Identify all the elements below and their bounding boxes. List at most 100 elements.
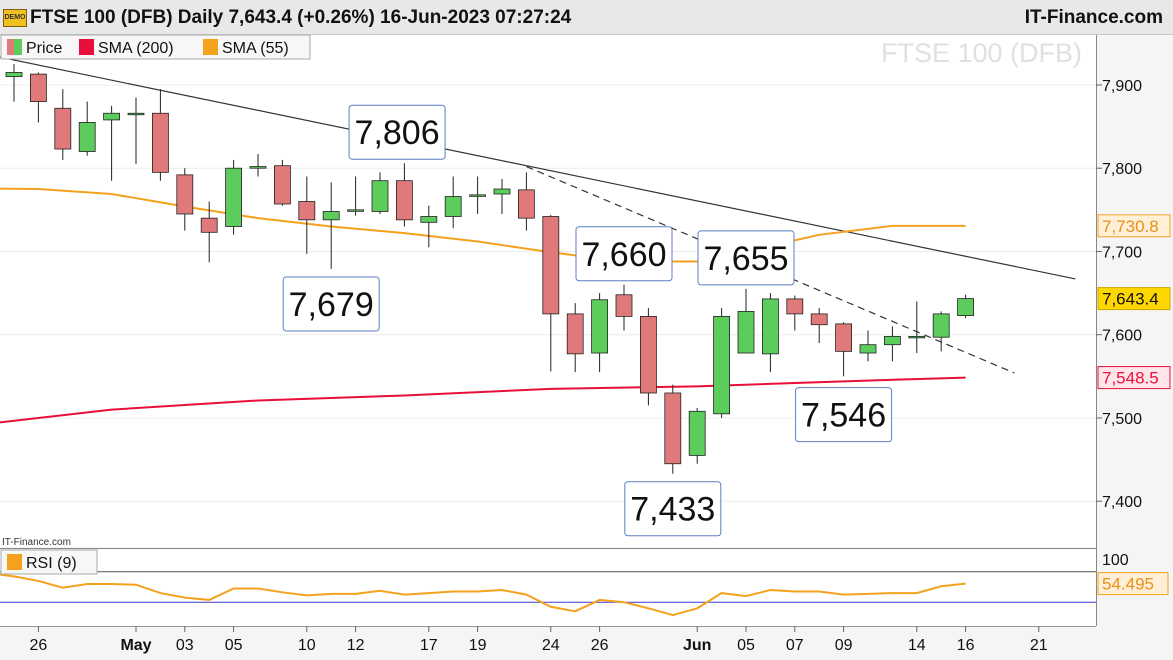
legend-swatch-price-down bbox=[7, 39, 14, 55]
y-tick-label: 7,400 bbox=[1102, 494, 1142, 511]
candle bbox=[566, 303, 584, 373]
x-tick-label: 21 bbox=[1030, 637, 1048, 654]
y-tick-label: 7,500 bbox=[1102, 411, 1142, 428]
candle bbox=[640, 308, 657, 406]
candle-body-up bbox=[322, 211, 340, 221]
x-tick-label: 17 bbox=[420, 637, 438, 654]
candle-body-up bbox=[249, 166, 267, 169]
price-tag-label: 7,643.4 bbox=[1102, 290, 1159, 309]
sma55-line bbox=[0, 187, 966, 263]
candle-body-down bbox=[273, 165, 291, 205]
price-grid bbox=[0, 84, 1096, 502]
price-tag bbox=[1097, 366, 1171, 390]
candle bbox=[151, 89, 169, 181]
candle bbox=[273, 159, 291, 206]
candle bbox=[859, 330, 877, 362]
annotation-label: 7,679 bbox=[289, 286, 374, 324]
x-tick-label: 26 bbox=[591, 637, 609, 654]
candle-body-up bbox=[713, 315, 730, 415]
candle bbox=[371, 172, 389, 214]
trendline-solid bbox=[0, 56, 1076, 280]
candle-body-down bbox=[54, 107, 72, 150]
candle-body-up bbox=[859, 344, 877, 354]
candle bbox=[420, 205, 438, 248]
candle-body-up bbox=[469, 194, 487, 197]
candle bbox=[322, 182, 340, 269]
candle bbox=[518, 172, 535, 231]
annotations: 7,806 7,679 7,660 7,655 7,433 7,546 bbox=[282, 104, 893, 537]
rsi-line bbox=[0, 573, 966, 617]
rsi-layer bbox=[0, 571, 1096, 617]
candle-body-down bbox=[176, 174, 194, 215]
axes: 7,400 7,500 7,600 7,700 7,800 7,900 100 54.495 7… bbox=[30, 78, 1171, 654]
candle-body-down bbox=[518, 189, 535, 219]
candle-body-down bbox=[835, 323, 852, 352]
annotation-box bbox=[795, 387, 893, 443]
candle bbox=[225, 159, 243, 235]
candle-body-up bbox=[103, 112, 120, 121]
annotation-box bbox=[575, 226, 673, 282]
annotation-label: 7,806 bbox=[355, 114, 440, 152]
x-tick-label: May bbox=[120, 637, 151, 654]
sma200-line bbox=[0, 376, 966, 424]
x-tick-label: 24 bbox=[542, 637, 560, 654]
rsi-y-tick-label: 100 bbox=[1102, 552, 1129, 569]
candle bbox=[615, 284, 633, 331]
candle-body-down bbox=[640, 315, 657, 394]
rsi-legend-label: RSI (9) bbox=[26, 555, 77, 572]
rsi-legend-swatch bbox=[7, 554, 22, 570]
x-tick-label: 07 bbox=[786, 637, 804, 654]
candle bbox=[664, 384, 682, 474]
x-tick-label: 16 bbox=[957, 637, 975, 654]
legend-label-price: Price bbox=[26, 40, 63, 57]
chart-watermark: FTSE 100 (DFB) bbox=[881, 38, 1082, 68]
candle-body-up bbox=[688, 410, 706, 456]
x-tick-label: 26 bbox=[30, 637, 48, 654]
candle bbox=[908, 301, 926, 354]
legend-label-sma55: SMA (55) bbox=[222, 40, 289, 57]
legend-swatch-sma55 bbox=[203, 39, 218, 55]
candle bbox=[786, 295, 804, 331]
demo-badge: DEMO bbox=[3, 9, 27, 27]
candle bbox=[884, 326, 901, 362]
candle bbox=[176, 168, 194, 231]
candle-body-up bbox=[591, 299, 608, 354]
candle bbox=[200, 201, 218, 263]
y-tick-label: 7,800 bbox=[1102, 161, 1142, 178]
candle bbox=[591, 293, 608, 373]
candle-body-up bbox=[493, 188, 511, 195]
price-legend: Price SMA (200) SMA (55) bbox=[0, 34, 311, 60]
candle-body-up bbox=[225, 167, 243, 227]
annotation-label: 7,660 bbox=[581, 236, 666, 274]
candle-body-down bbox=[298, 201, 316, 221]
chart-title: FTSE 100 (DFB) Daily 7,643.4 (+0.26%) 16… bbox=[30, 7, 572, 28]
candle bbox=[347, 176, 365, 216]
candle bbox=[29, 72, 47, 123]
candle bbox=[249, 154, 267, 177]
candle bbox=[737, 288, 755, 354]
candle bbox=[395, 163, 413, 227]
price-tag-label: 7,548.5 bbox=[1102, 369, 1159, 388]
candle-body-up bbox=[371, 180, 389, 212]
moving-averages bbox=[0, 187, 966, 424]
candle bbox=[713, 308, 730, 418]
candle bbox=[542, 214, 560, 372]
candle bbox=[5, 64, 23, 102]
x-tick-label: 09 bbox=[835, 637, 853, 654]
annotation-label: 7,546 bbox=[801, 397, 886, 435]
x-tick-label: 12 bbox=[347, 637, 365, 654]
candle bbox=[957, 294, 974, 319]
rsi-legend: RSI (9) bbox=[0, 549, 98, 575]
annotation-label: 7,655 bbox=[703, 240, 788, 278]
candle-body-down bbox=[615, 294, 633, 317]
candle-body-down bbox=[664, 392, 682, 465]
brand-name: IT-Finance.com bbox=[1024, 7, 1163, 28]
y-tick-label: 7,900 bbox=[1102, 78, 1142, 95]
y-tick-label: 7,600 bbox=[1102, 328, 1142, 345]
candle-body-down bbox=[542, 216, 560, 315]
candle-body-up bbox=[420, 216, 438, 223]
candle bbox=[835, 322, 852, 377]
candle bbox=[493, 179, 511, 214]
candle bbox=[298, 176, 316, 254]
rsi-value-tag bbox=[1097, 572, 1169, 596]
